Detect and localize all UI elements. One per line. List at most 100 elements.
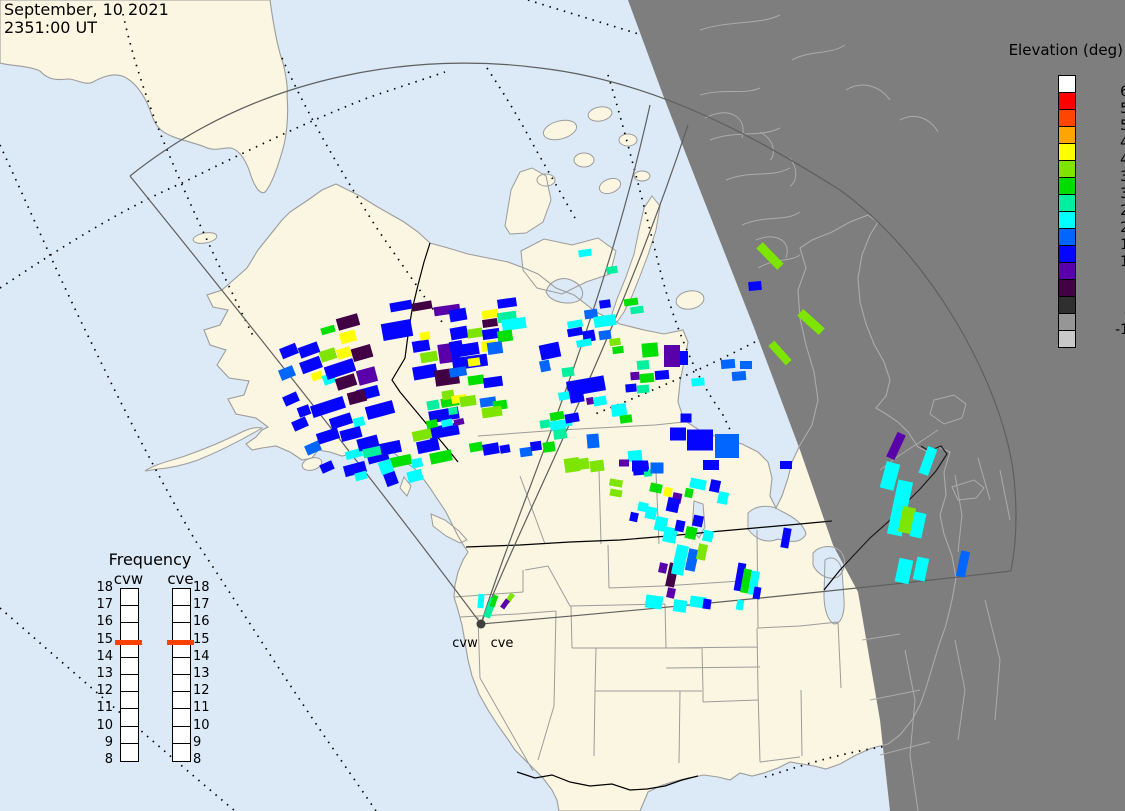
- echo-cell: [680, 351, 688, 365]
- legend-color-box: [1058, 177, 1076, 195]
- echo-cell: [344, 447, 364, 461]
- frequency-ladder-cve: [172, 588, 191, 762]
- night-terminator-shading: [628, 0, 1125, 811]
- legend-color-box: [1058, 330, 1076, 348]
- echo-cell: [315, 427, 341, 445]
- frequency-tick-right: 11: [193, 700, 210, 716]
- echo-cell: [362, 445, 382, 459]
- echo-cell: [629, 511, 639, 523]
- frequency-tick-right: 16: [193, 614, 210, 630]
- echo-cell: [894, 557, 914, 585]
- echo-cell: [619, 414, 633, 424]
- frequency-marker-cve: [167, 639, 194, 645]
- frequency-tick-right: 17: [193, 597, 210, 613]
- echo-cell: [411, 339, 431, 353]
- legend-color-box: [1058, 296, 1076, 314]
- echo-cell: [731, 370, 747, 382]
- echo-cell: [576, 338, 592, 348]
- legend-boundary-label: 25: [1120, 203, 1125, 219]
- echo-cell: [539, 419, 551, 429]
- echo-cell: [578, 248, 592, 258]
- legend-color-box: [1058, 143, 1076, 161]
- echo-cell: [320, 324, 336, 336]
- frequency-tick-right: 8: [193, 752, 202, 767]
- echo-cell: [350, 343, 374, 363]
- frequency-ladder-cell: [121, 709, 138, 727]
- echo-cell: [346, 388, 368, 406]
- echo-cell: [739, 568, 753, 594]
- echo-cell: [797, 308, 825, 336]
- legend-color-box: [1058, 194, 1076, 212]
- frequency-tick-left: 17: [96, 597, 113, 613]
- echo-cell: [639, 372, 655, 384]
- echo-cell: [623, 297, 639, 307]
- echo-cell: [466, 327, 484, 339]
- echo-cell: [380, 319, 414, 341]
- timestamp: September, 10 2021 2351:00 UT: [4, 1, 169, 37]
- echo-cell: [583, 308, 599, 320]
- frequency-tick-left: 13: [96, 666, 113, 681]
- frequency-tick-left: 15: [96, 631, 113, 647]
- frequency-header-cve: cve: [167, 570, 194, 588]
- echo-cell: [664, 345, 680, 367]
- frequency-tick-left: 9: [104, 734, 113, 750]
- echo-cell: [566, 326, 584, 338]
- frequency-ladder-cell: [173, 589, 190, 607]
- frequency-ladder-cell: [121, 744, 138, 761]
- legend-boundary-label: 40: [1120, 152, 1125, 168]
- echo-cell: [482, 442, 500, 456]
- fov-inner-edge-cvw: [480, 104, 651, 625]
- echo-cell: [886, 479, 914, 537]
- echo-cell: [355, 366, 379, 386]
- echo-cell: [598, 329, 612, 341]
- legend-boundary-label: -10: [1115, 322, 1125, 338]
- echo-cell: [304, 440, 322, 456]
- echo-cell: [720, 358, 736, 370]
- echo-cell: [606, 265, 618, 275]
- echo-cell: [481, 327, 501, 341]
- frequency-tick-left: 11: [96, 700, 113, 716]
- legend-boundary-label: 35: [1120, 169, 1125, 185]
- frequency-ladder-cell: [173, 675, 190, 693]
- echo-cell: [662, 526, 678, 544]
- echo-cell: [411, 300, 433, 312]
- echo-cell: [909, 511, 927, 539]
- echo-cell: [636, 384, 650, 394]
- echo-cell: [627, 449, 643, 463]
- frequency-tick-right: 10: [193, 717, 210, 733]
- echo-cell: [334, 373, 358, 391]
- frequency-ladder-cell: [121, 692, 138, 710]
- echo-cell: [586, 433, 600, 449]
- echo-cell: [644, 505, 658, 521]
- echo-cell: [912, 556, 930, 582]
- echo-cell: [389, 453, 413, 469]
- echo-cell: [459, 394, 477, 408]
- legend-color-box: [1058, 313, 1076, 331]
- echo-cell: [658, 562, 668, 574]
- frequency-ladder-cell: [173, 641, 190, 658]
- echo-cell: [585, 396, 595, 406]
- echo-cell: [319, 460, 335, 474]
- echo-cell: [549, 419, 567, 431]
- echo-cell: [467, 357, 481, 367]
- echo-cell: [282, 391, 300, 407]
- echo-cell: [612, 345, 624, 355]
- echo-cell: [412, 363, 438, 381]
- echo-cell: [299, 355, 323, 375]
- echo-cell: [448, 307, 468, 323]
- echo-cell: [691, 514, 705, 528]
- echo-cell: [780, 527, 792, 549]
- echo-cell: [448, 406, 458, 416]
- echo-cell: [672, 599, 688, 613]
- echo-cell: [479, 396, 497, 408]
- echo-cell: [425, 418, 439, 430]
- echo-cell: [538, 359, 552, 373]
- frequency-tick-left: 14: [96, 648, 113, 664]
- echo-cell: [666, 587, 676, 599]
- echo-cell: [689, 477, 707, 491]
- echo-cell: [630, 305, 644, 315]
- legend-boundary-label: 15: [1120, 237, 1125, 253]
- frequency-tick-left: 12: [96, 683, 113, 699]
- echo-cell: [641, 342, 659, 358]
- frequency-ladder-cell: [121, 589, 138, 607]
